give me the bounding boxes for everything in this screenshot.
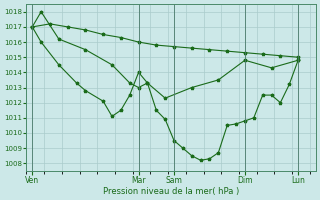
X-axis label: Pression niveau de la mer( hPa ): Pression niveau de la mer( hPa ) xyxy=(103,187,239,196)
